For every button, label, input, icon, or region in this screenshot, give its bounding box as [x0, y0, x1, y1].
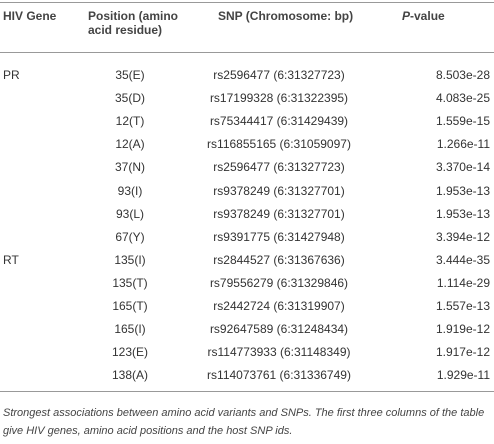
- position-cell: 135(T): [112, 275, 148, 290]
- gene-cell: RT: [3, 252, 19, 267]
- position-cell: 93(L): [115, 206, 144, 221]
- snp-cell: rs2442724 (6:31319907): [213, 299, 345, 313]
- position-cell: 67(Y): [115, 229, 145, 244]
- position-cell: 135(I): [114, 252, 146, 267]
- pvalue-cell: 4.083e-25: [435, 91, 490, 106]
- header-snp: SNP (Chromosome: bp): [218, 9, 354, 23]
- position-cell: 165(I): [114, 322, 146, 337]
- position-cell: 35(E): [115, 68, 145, 82]
- snp-cell: rs9391775 (6:31427948): [213, 229, 345, 244]
- position-cell: 138(A): [111, 368, 149, 383]
- pvalue-cell: 1.919e-12: [435, 322, 490, 337]
- snp-cell: rs9378249 (6:31327701): [213, 206, 345, 221]
- pvalue-cell: 3.394e-12: [435, 229, 490, 244]
- snp-cell: rs79556279 (6:31329846): [209, 275, 349, 290]
- snp-cell: rs2596477 (6:31327723): [213, 68, 345, 82]
- position-cell: 35(D): [114, 91, 145, 106]
- snp-cell: rs2596477 (6:31327723): [213, 160, 345, 175]
- position-cell: 12(A): [115, 137, 145, 152]
- header-gene: HIV Gene: [3, 9, 57, 23]
- snp-cell: rs114073761 (6:31336749): [207, 368, 351, 383]
- position-cell: 12(T): [115, 114, 145, 129]
- position-cell: 93(I): [117, 183, 143, 198]
- gene-cell: PR: [3, 68, 20, 82]
- pvalue-cell: 1.559e-15: [435, 114, 490, 129]
- pvalue-cell: 1.917e-12: [435, 345, 490, 360]
- position-cell: 123(E): [111, 345, 149, 360]
- snp-cell: rs116855165 (6:31059097): [207, 137, 351, 152]
- pvalue-cell: 3.444e-35: [435, 252, 490, 267]
- pvalue-cell: 1.557e-13: [435, 299, 490, 313]
- snp-cell: rs75344417 (6:31429439): [209, 114, 349, 129]
- snp-cell: rs9378249 (6:31327701): [213, 183, 345, 198]
- pvalue-cell: 1.929e-11: [436, 368, 490, 383]
- header-pvalue: P-value: [402, 9, 445, 23]
- position-cell: 165(T): [112, 299, 148, 313]
- snp-cell: rs17199328 (6:31322395): [209, 91, 349, 106]
- pvalue-cell: 3.370e-14: [435, 160, 490, 175]
- position-cell: 37(N): [114, 160, 145, 175]
- snp-cell: rs2844527 (6:31367636): [213, 252, 345, 267]
- header-position: Position (amino acid residue): [88, 9, 178, 37]
- pvalue-cell: 1.114e-29: [436, 275, 490, 290]
- top-rule: [0, 2, 494, 3]
- snp-cell: rs92647589 (6:31248434): [209, 322, 349, 337]
- pvalue-cell: 8.503e-28: [435, 68, 490, 82]
- caption: Strongest associations between amino aci…: [3, 407, 485, 437]
- pvalue-cell: 1.953e-13: [435, 183, 490, 198]
- pvalue-cell: 1.953e-13: [435, 206, 490, 221]
- pvalue-cell: 1.266e-11: [436, 137, 490, 152]
- header-rule: [0, 52, 494, 53]
- bottom-rule: [0, 391, 494, 392]
- snp-cell: rs114773933 (6:31148349): [207, 345, 351, 360]
